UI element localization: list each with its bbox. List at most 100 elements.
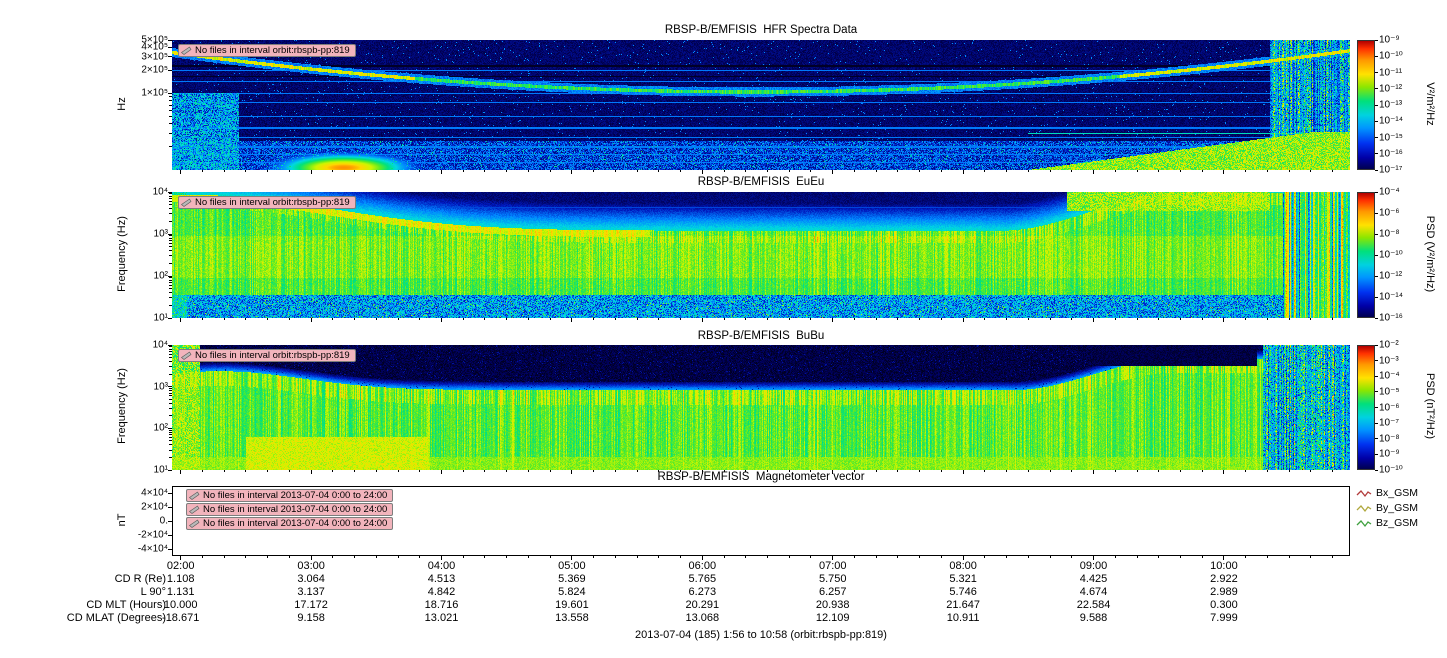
time-axis-minor-tick xyxy=(506,318,508,320)
y-axis-minor-tick xyxy=(169,100,172,102)
ephemeris-value: 1.131 xyxy=(166,586,195,598)
colorbar-tick-label: 10⁻¹⁵ xyxy=(1379,132,1403,143)
y-axis-minor-tick xyxy=(169,242,172,244)
time-axis-minor-tick xyxy=(1245,470,1247,472)
time-axis-minor-tick xyxy=(354,170,356,172)
time-axis-minor-tick xyxy=(484,170,486,172)
panel1-title: RBSP-B/EMFISIS HFR Spectra Data xyxy=(664,24,858,36)
y-axis-minor-tick xyxy=(169,109,172,111)
time-axis-minor-tick xyxy=(593,170,595,172)
y-axis-minor-tick xyxy=(169,361,172,363)
y-axis-minor-tick xyxy=(169,277,172,279)
y-axis-minor-tick xyxy=(169,346,172,348)
time-axis-minor-tick xyxy=(245,170,247,172)
time-axis-tick xyxy=(1223,170,1225,174)
warning-icon xyxy=(181,351,192,360)
time-axis-tick xyxy=(441,556,442,560)
time-axis-minor-tick xyxy=(267,318,269,320)
time-axis-minor-tick xyxy=(788,470,790,472)
y-tick-label: 4×10⁴ xyxy=(141,487,168,499)
time-tick-label: 02:00 xyxy=(166,560,195,572)
ephemeris-value: 5.824 xyxy=(558,586,586,598)
time-axis-tick xyxy=(180,170,182,174)
time-axis-minor-tick xyxy=(1201,470,1203,472)
time-axis-minor-tick xyxy=(1310,470,1312,472)
time-axis-minor-tick xyxy=(484,470,486,472)
ephemeris-value: 18.716 xyxy=(424,599,459,611)
time-axis-minor-tick xyxy=(1027,470,1029,472)
colorbar-tick-label: 10⁻¹⁰ xyxy=(1379,50,1403,62)
time-axis-minor-tick xyxy=(614,470,616,472)
time-axis-minor-tick xyxy=(875,318,877,320)
y-tick-label: 10⁴ xyxy=(152,339,168,351)
time-axis-minor-tick xyxy=(397,170,399,172)
y-axis-minor-tick xyxy=(169,398,172,400)
warning-icon xyxy=(181,46,192,55)
time-axis-minor-tick xyxy=(1136,470,1138,472)
panel3-warning-badge: No files in interval orbit:rbspb-pp:819 xyxy=(178,349,356,362)
time-axis-minor-tick xyxy=(1288,470,1290,472)
time-axis-minor-tick xyxy=(1049,470,1051,472)
time-axis-minor-tick xyxy=(267,470,269,472)
y-axis-minor-tick xyxy=(169,200,172,202)
time-range-footer: 2013-07-04 (185) 1:56 to 10:58 (orbit:rb… xyxy=(635,629,887,641)
time-axis-minor-tick xyxy=(767,470,769,472)
y-axis-tick xyxy=(168,520,172,522)
y-tick-label: -4×10⁴ xyxy=(137,543,168,555)
time-axis-minor-tick xyxy=(919,470,921,472)
time-axis-tick xyxy=(701,556,703,560)
y-axis-tick xyxy=(168,233,172,235)
time-axis-minor-tick xyxy=(549,556,551,558)
time-axis-minor-tick xyxy=(1136,556,1138,558)
y-axis-tick xyxy=(168,275,172,277)
y-axis-tick xyxy=(168,506,172,508)
time-axis-minor-tick xyxy=(549,470,551,472)
panel2-colorbar xyxy=(1357,192,1375,318)
y-axis-minor-tick xyxy=(169,123,172,125)
y-axis-minor-tick xyxy=(169,449,172,451)
eueu-spectrogram-plot[interactable] xyxy=(172,192,1350,318)
time-axis-minor-tick xyxy=(245,470,247,472)
time-axis-minor-tick xyxy=(1332,556,1334,558)
colorbar-tick-label: 10⁻¹⁶ xyxy=(1379,312,1403,324)
hfr-spectrogram-plot[interactable] xyxy=(172,40,1350,170)
time-axis-minor-tick xyxy=(940,556,942,558)
ephemeris-value: 5.765 xyxy=(688,573,717,585)
time-axis-minor-tick xyxy=(1201,170,1203,172)
colorbar-tick xyxy=(1375,212,1378,214)
time-tick-label: 06:00 xyxy=(688,560,717,572)
time-axis-tick xyxy=(701,170,703,174)
time-axis-minor-tick xyxy=(745,170,747,172)
y-axis-minor-tick xyxy=(169,39,172,41)
y-tick-label: 2×10⁴ xyxy=(141,501,168,513)
y-axis-minor-tick xyxy=(169,444,172,446)
time-axis-minor-tick xyxy=(419,470,421,472)
panel4-title: RBSP-B/EMFISIS Magnetometer vector xyxy=(657,471,865,483)
time-axis-minor-tick xyxy=(375,556,377,558)
y-axis-minor-tick xyxy=(169,235,172,237)
time-axis-minor-tick xyxy=(788,556,790,558)
bubu-spectrogram-plot[interactable] xyxy=(172,345,1350,470)
time-axis-minor-tick xyxy=(549,170,551,172)
colorbar-tick xyxy=(1375,120,1378,122)
time-axis-tick xyxy=(310,470,312,474)
bx-line-sample xyxy=(1356,490,1372,498)
time-axis-minor-tick xyxy=(1288,318,1290,320)
colorbar-tick xyxy=(1375,254,1378,256)
time-axis-minor-tick xyxy=(267,170,269,172)
ephemeris-value: 1.108 xyxy=(166,573,195,585)
time-axis-minor-tick xyxy=(680,470,682,472)
time-axis-minor-tick xyxy=(875,470,877,472)
ephemeris-value: 4.513 xyxy=(427,573,456,585)
time-tick-label: 09:00 xyxy=(1079,560,1108,572)
colorbar-tick xyxy=(1375,55,1378,57)
time-axis-minor-tick xyxy=(267,556,269,558)
time-axis-minor-tick xyxy=(1158,318,1160,320)
y-axis-minor-tick xyxy=(169,437,172,439)
colorbar-tick xyxy=(1375,72,1378,73)
y-axis-tick xyxy=(168,344,172,346)
y-tick-label: 10³ xyxy=(153,381,168,393)
time-axis-minor-tick xyxy=(1332,170,1334,172)
time-axis-minor-tick xyxy=(201,318,203,320)
time-axis-tick xyxy=(571,318,573,322)
